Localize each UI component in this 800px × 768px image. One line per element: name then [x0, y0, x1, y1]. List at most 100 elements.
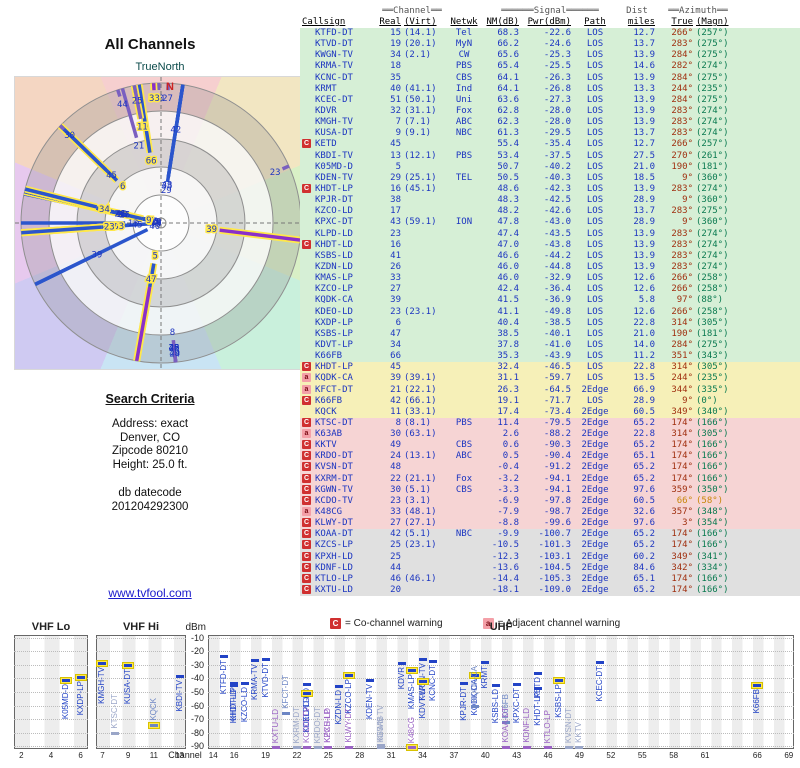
- virtual-channel-cell: (25.1): [404, 172, 437, 183]
- power-dbm-cell: -90.3: [543, 440, 571, 451]
- grid-line: [96, 651, 186, 653]
- virtual-channel-cell: [401, 340, 447, 351]
- spectrum-callsign-label: KQCK: [148, 698, 158, 721]
- legend-co-channel: C = Co-channel warning: [330, 618, 443, 629]
- virtual-channel-cell: [401, 195, 447, 206]
- distance-cell: 13.9: [633, 250, 655, 261]
- virtual-channel-cell: (46.1): [404, 573, 437, 584]
- virtual-channel-cell: [401, 240, 447, 251]
- spectrum-bar: [303, 691, 312, 695]
- azimuth-true-cell: 174°: [671, 417, 693, 428]
- spectrum-bar: [261, 657, 270, 661]
- distance-cell: 60.5: [633, 406, 655, 417]
- noise-margin-cell: 35.3: [497, 351, 519, 362]
- virtual-channel-cell: [401, 362, 447, 373]
- callsign-cell: KDVR: [315, 105, 337, 116]
- spectrum-callsign-label: KSBS-LD: [490, 689, 500, 724]
- noise-margin-cell: 48.2: [497, 206, 519, 217]
- spectrum-bar: [76, 676, 85, 680]
- real-channel-cell: 35: [390, 72, 401, 83]
- polar-channel-label: 34: [151, 218, 162, 228]
- callsign-cell: K66FB: [315, 351, 343, 362]
- spectrum-bar: [491, 684, 500, 688]
- co-channel-warning-icon: C: [302, 551, 311, 561]
- virtual-channel-cell: [401, 61, 447, 72]
- real-channel-cell: 49: [390, 440, 401, 451]
- channel-tick-label: 28: [355, 751, 365, 760]
- noise-margin-cell: 61.3: [497, 128, 519, 139]
- table-row: C KLWY-DT 27 (27.1) -8.8 -99.6 2Edge 97.6 3° (354…: [300, 518, 800, 530]
- warning-marker-cell: [302, 329, 315, 340]
- azimuth-true-cell: 283°: [671, 117, 693, 128]
- power-dbm-cell: -42.6: [543, 206, 571, 217]
- virtual-channel-cell: (48.1): [404, 507, 437, 518]
- azimuth-magnetic-cell: (0°): [696, 395, 718, 406]
- azimuth-true-cell: 314°: [671, 317, 693, 328]
- network-cell: [447, 229, 481, 240]
- polar-spoke-line: [175, 84, 185, 122]
- power-dbm-cell: -105.3: [538, 573, 571, 584]
- virtual-channel-cell: [401, 273, 447, 284]
- distance-cell: 32.6: [633, 507, 655, 518]
- col-pwr: Pwr(dBm): [527, 17, 571, 27]
- polar-channel-label: 42: [170, 125, 181, 135]
- network-cell: CW: [458, 50, 470, 61]
- distance-cell: 65.2: [633, 440, 655, 451]
- azimuth-true-cell: 349°: [671, 551, 693, 562]
- callsign-cell: K66FB: [315, 395, 343, 406]
- path-cell: LOS: [586, 362, 604, 373]
- warning-marker-cell: [302, 73, 315, 84]
- spectrum-bar: [334, 684, 343, 688]
- grid-line: [208, 746, 794, 747]
- noise-margin-cell: 2.6: [502, 429, 519, 440]
- real-channel-cell: 41: [390, 250, 401, 261]
- power-dbm-cell: -27.3: [543, 94, 571, 105]
- polar-channel-label: 38: [161, 182, 172, 192]
- tvfool-link[interactable]: www.tvfool.com: [108, 586, 192, 600]
- real-channel-cell: 27: [390, 284, 401, 295]
- azimuth-magnetic-cell: (166°): [696, 585, 729, 596]
- polar-channel-label: 5: [153, 252, 158, 262]
- grid-line: [96, 637, 186, 639]
- table-row: KTVD-DT 19 (20.1) MyN 66.2 -24.6 LOS 13.7 283° (2…: [300, 39, 800, 51]
- azimuth-true-cell: 174°: [671, 529, 693, 540]
- noise-margin-cell: -6.9: [497, 495, 519, 506]
- co-channel-warning-icon: C: [330, 618, 341, 629]
- azimuth-magnetic-cell: (275°): [696, 206, 729, 217]
- path-cell: 2Edge: [581, 562, 609, 573]
- azimuth-true-cell: 174°: [671, 573, 693, 584]
- table-row: a K48CG 33 (48.1) -7.9 -98.7 2Edge 32.6 357° (348…: [300, 507, 800, 519]
- table-row: C KDNF-LD 44 -13.6 -104.5 2Edge 84.6 342° (334°): [300, 562, 800, 574]
- noise-margin-cell: 65.4: [497, 61, 519, 72]
- spectrum-callsign-label: KZDN-LD: [333, 689, 343, 725]
- azimuth-magnetic-cell: (305°): [696, 429, 729, 440]
- real-channel-cell: 46: [390, 573, 401, 584]
- azimuth-true-cell: 283°: [671, 39, 693, 50]
- polar-channel-label: 9: [146, 216, 151, 226]
- callsign-cell: KDEO-LD: [315, 306, 353, 317]
- virtual-channel-cell: [401, 229, 447, 240]
- spectrum-callsign-label: KCEC-DT: [595, 666, 605, 702]
- channel-tick-label: 13: [175, 751, 185, 760]
- polar-spoke-line: [173, 355, 178, 363]
- noise-margin-cell: 47.8: [497, 217, 519, 228]
- azimuth-magnetic-cell: (166°): [696, 540, 729, 551]
- power-dbm-cell: -26.3: [543, 72, 571, 83]
- table-row: C KGWN-TV 30 (5.1) CBS -3.3 -94.1 2Edge 97.6 359°…: [300, 484, 800, 496]
- polar-spoke-line: [134, 286, 152, 362]
- power-dbm-cell: -103.1: [538, 551, 571, 562]
- real-channel-cell: 22: [390, 473, 401, 484]
- col-magn: (Magn): [696, 17, 729, 27]
- warning-marker-cell: [302, 273, 315, 284]
- group-header-dist: Dist: [626, 6, 648, 16]
- polar-channel-label: 43: [162, 181, 173, 191]
- callsign-cell: K48CG: [315, 507, 343, 518]
- warning-marker-cell: [302, 84, 315, 95]
- spectrum-callsign-label: K48CG: [407, 716, 417, 743]
- table-row: C KZCS-LP 25 (23.1) -10.5 -101.3 2Edge 65.2 174°…: [300, 540, 800, 552]
- co-channel-warning-icon: C: [302, 585, 311, 595]
- real-channel-cell: 18: [390, 61, 401, 72]
- path-cell: LOS: [586, 128, 604, 139]
- polar-channel-label: 25: [169, 343, 180, 353]
- spectrum-callsign-label: KGWN-TV: [375, 705, 385, 743]
